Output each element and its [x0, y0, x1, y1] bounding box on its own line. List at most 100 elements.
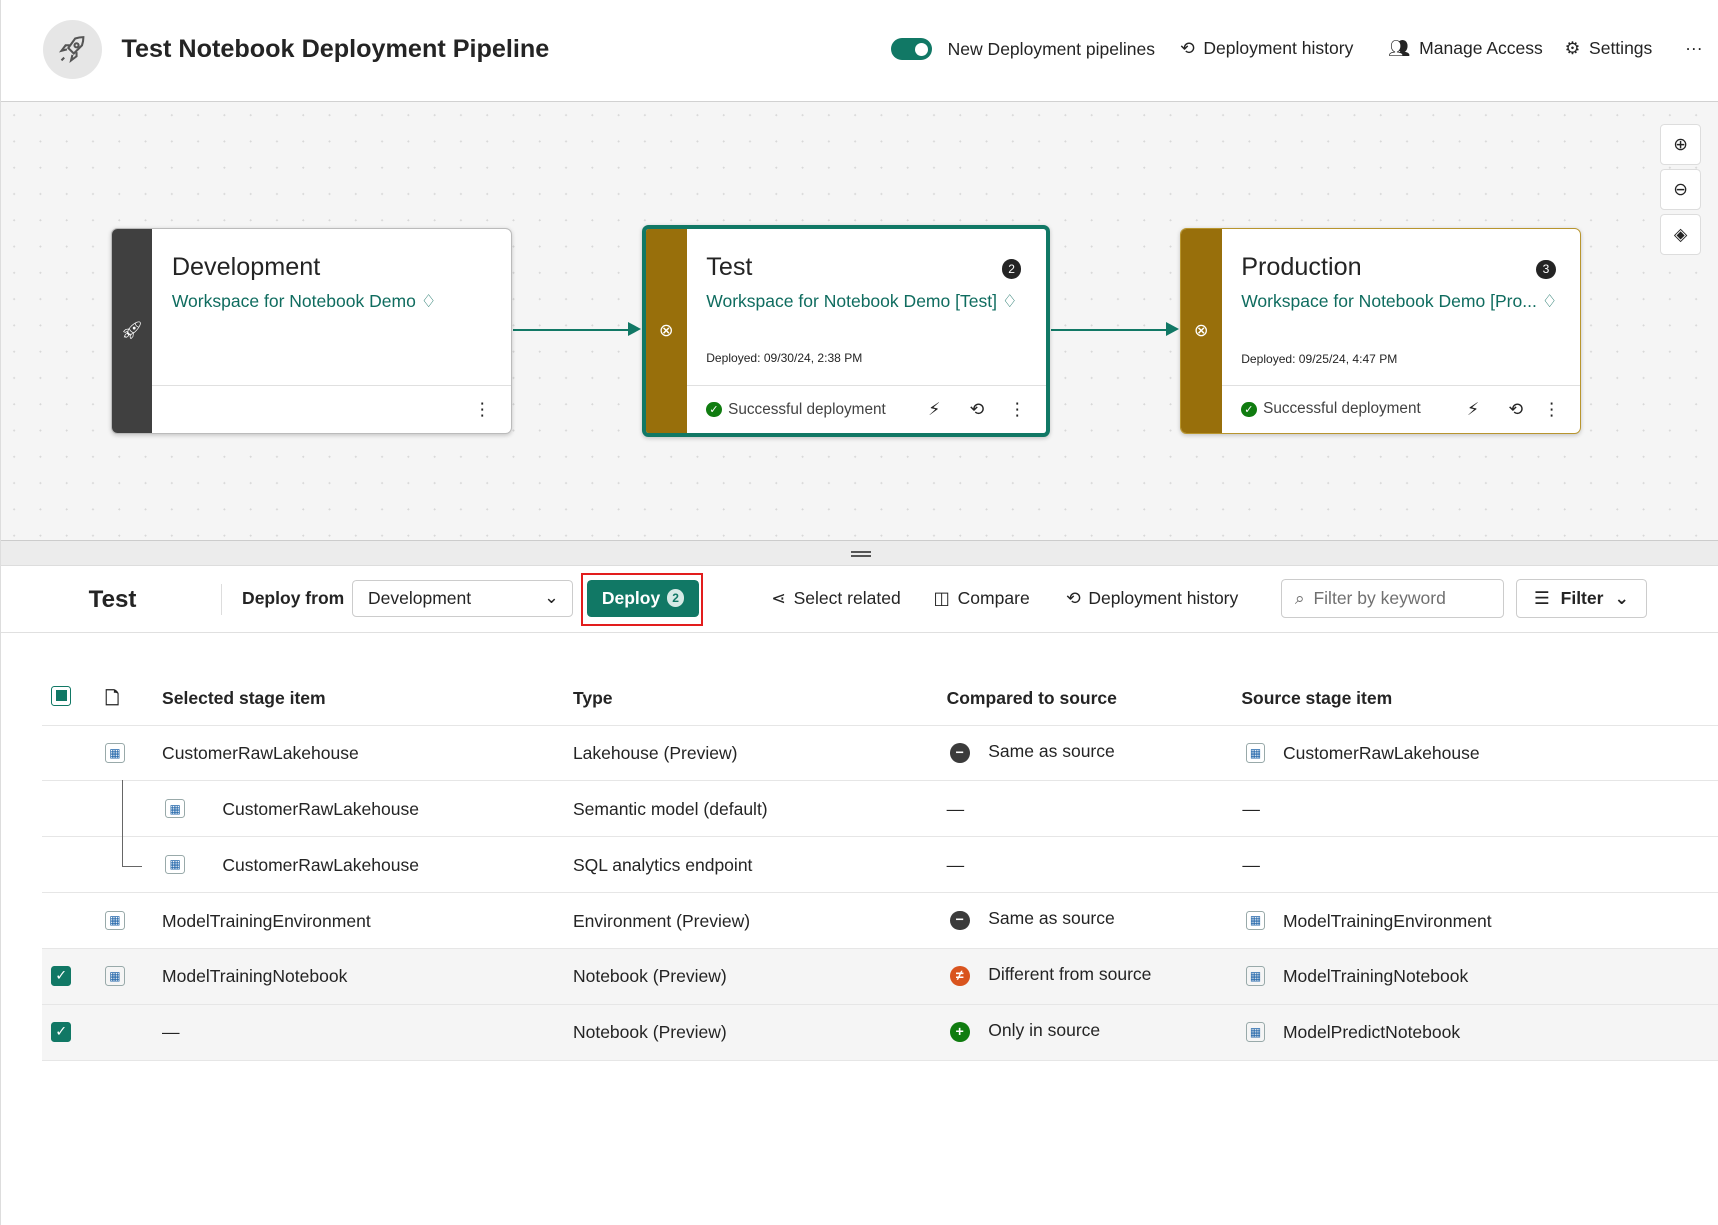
table-row[interactable]: ✓ ▦ ModelTrainingNotebook Notebook (Preview… — [41, 948, 1718, 1005]
item-name: — — [162, 1022, 180, 1043]
zoom-in-button[interactable]: ⊕ — [1659, 123, 1702, 166]
source-item-icon: ▦ — [1245, 1022, 1266, 1042]
sync-icon: ⊗ — [658, 320, 674, 341]
filter-keyword-input[interactable]: ⌕ Filter by keyword — [1280, 578, 1505, 618]
compare-status: Different from source — [988, 964, 1152, 985]
stage-name: Development — [171, 252, 321, 281]
file-icon: 🗋 — [105, 687, 120, 708]
source-item: CustomerRawLakehouse — [1282, 742, 1480, 763]
history-icon: ⟲ — [1066, 588, 1081, 609]
filter-icon: ☰ — [1533, 587, 1550, 608]
col-header: Selected stage item — [162, 688, 326, 709]
stage-strip: 🚀︎ — [111, 228, 153, 433]
source-item: — — [1242, 854, 1260, 875]
compare-icon: ◫ — [933, 588, 950, 609]
item-type: Semantic model (default) — [572, 798, 768, 819]
deploy-from-dropdown[interactable]: Development ⌄ — [351, 579, 573, 617]
zoom-out-icon: ⊖ — [1673, 178, 1688, 199]
item-name: ModelTrainingNotebook — [162, 966, 348, 987]
table-row[interactable]: ▦ CustomerRawLakehouse Semantic model (def… — [41, 781, 1718, 838]
table-row[interactable]: ▦ ModelTrainingEnvironment Environment (Pr… — [41, 893, 1718, 949]
select-related-button[interactable]: ⋖ Select related — [771, 588, 901, 609]
stage-card-development[interactable]: 🚀︎ Development Workspace for Notebook De… — [110, 227, 512, 434]
workspace-link[interactable]: Workspace for Notebook Demo [Test] ♢ — [706, 291, 1018, 312]
compare-status: — — [946, 854, 965, 875]
compare-status: Same as source — [988, 908, 1115, 929]
item-name: CustomerRawLakehouse — [222, 854, 419, 875]
workspace-link[interactable]: Workspace for Notebook Demo ♢ — [171, 291, 437, 312]
deployment-rules-icon[interactable]: ⚡ — [928, 399, 941, 420]
zoom-out-button[interactable]: ⊖ — [1659, 168, 1702, 211]
header: Test Notebook Deployment Pipeline New De… — [1, 0, 1718, 102]
item-type: SQL analytics endpoint — [572, 854, 753, 875]
deploy-button[interactable]: Deploy 2 — [587, 579, 699, 617]
compare-status-icon: ≠ — [949, 966, 970, 987]
manage-access-button[interactable]: 👥︎ Manage Access — [1388, 38, 1543, 59]
select-all-checkbox[interactable] — [51, 685, 72, 706]
settings-button[interactable]: ⚙ Settings — [1565, 38, 1653, 59]
premium-diamond-icon: ♢ — [1001, 291, 1018, 312]
stage-card-production[interactable]: ⊗ Production 3 Workspace for Notebook De… — [1179, 227, 1581, 434]
compare-status-icon: + — [949, 1022, 970, 1042]
arrow-head — [627, 322, 641, 337]
col-header: Type — [572, 688, 613, 709]
deployment-rules-icon[interactable]: ⚡ — [1466, 398, 1480, 419]
col-header: Source stage item — [1241, 688, 1393, 709]
zoom-in-icon: ⊕ — [1673, 134, 1688, 155]
deployment-history-button[interactable]: ⟲ Deployment history — [1180, 38, 1353, 59]
more-options-icon[interactable]: ⋮ — [473, 398, 491, 419]
more-button[interactable]: ··· — [1685, 38, 1703, 59]
filter-button[interactable]: ☰ Filter ⌄ — [1516, 578, 1647, 618]
toggle-switch[interactable] — [890, 38, 933, 61]
chevron-down-icon: ⌄ — [544, 587, 559, 608]
label: Manage Access — [1419, 38, 1543, 59]
new-pipelines-toggle[interactable]: New Deployment pipelines — [890, 38, 1156, 61]
source-item: ModelTrainingNotebook — [1282, 966, 1469, 987]
item-type: Notebook (Preview) — [572, 966, 727, 987]
row-checkbox[interactable]: ✓ — [51, 966, 72, 987]
compare-status: Only in source — [988, 1020, 1101, 1041]
chevron-down-icon: ⌄ — [1614, 587, 1630, 608]
item-type-icon: ▦ — [105, 910, 125, 931]
stage-name: Test — [706, 252, 753, 281]
label: Settings — [1589, 38, 1653, 59]
stage-card-test[interactable]: ⊗ Test 2 Workspace for Notebook Demo [Te… — [641, 224, 1050, 438]
table-row[interactable]: ▦ CustomerRawLakehouse Lakehouse (Preview)… — [41, 725, 1718, 782]
history-icon[interactable]: ⟲ — [1508, 398, 1524, 419]
fit-icon: ◈ — [1673, 223, 1688, 244]
item-type-icon: ▦ — [165, 854, 186, 875]
gear-icon: ⚙ — [1564, 38, 1581, 59]
label: Deployment history — [1203, 38, 1354, 59]
stage-toolbar: Test Deploy from Development ⌄ Deploy 2 ⋖ S… — [1, 566, 1718, 634]
item-name: CustomerRawLakehouse — [222, 798, 419, 819]
connector — [1050, 328, 1172, 331]
deployment-history-button[interactable]: ⟲ Deployment history — [1066, 588, 1239, 609]
source-item-icon: ▦ — [1245, 910, 1266, 931]
compare-button[interactable]: ◫ Compare — [933, 588, 1030, 609]
deployment-status: ✓ Successful deployment — [1241, 400, 1421, 418]
more-options-icon[interactable]: ⋮ — [1542, 398, 1561, 419]
workspace-link[interactable]: Workspace for Notebook Demo [Pro... ♢ — [1241, 291, 1558, 312]
source-item: ModelTrainingEnvironment — [1282, 910, 1492, 931]
panel-resize-handle[interactable] — [1, 540, 1718, 567]
fit-view-button[interactable]: ◈ — [1659, 213, 1702, 256]
stage-number-badge: 2 — [1001, 259, 1022, 279]
stage-name: Production — [1241, 252, 1362, 281]
toggle-label: New Deployment pipelines — [947, 38, 1156, 59]
premium-diamond-icon: ♢ — [420, 291, 437, 312]
history-icon[interactable]: ⟲ — [969, 399, 985, 420]
source-item: ModelPredictNotebook — [1282, 1022, 1461, 1043]
source-item-icon: ▦ — [1245, 742, 1266, 763]
col-header: Compared to source — [946, 688, 1117, 709]
item-name: ModelTrainingEnvironment — [162, 910, 371, 931]
deployed-time: Deployed: 09/30/24, 2:38 PM — [706, 351, 863, 366]
table-row[interactable]: ✓ — Notebook (Preview) + Only in source ▦ Mode… — [41, 1004, 1718, 1061]
table-row[interactable]: ▦ CustomerRawLakehouse SQL analytics endpo… — [41, 837, 1718, 893]
more-options-icon[interactable]: ⋮ — [1008, 399, 1026, 420]
premium-diamond-icon: ♢ — [1541, 291, 1558, 312]
compare-status-icon: − — [949, 742, 970, 763]
tree-line — [121, 780, 143, 867]
success-icon: ✓ — [706, 401, 722, 418]
row-checkbox[interactable]: ✓ — [51, 1022, 72, 1042]
connector — [512, 328, 634, 331]
